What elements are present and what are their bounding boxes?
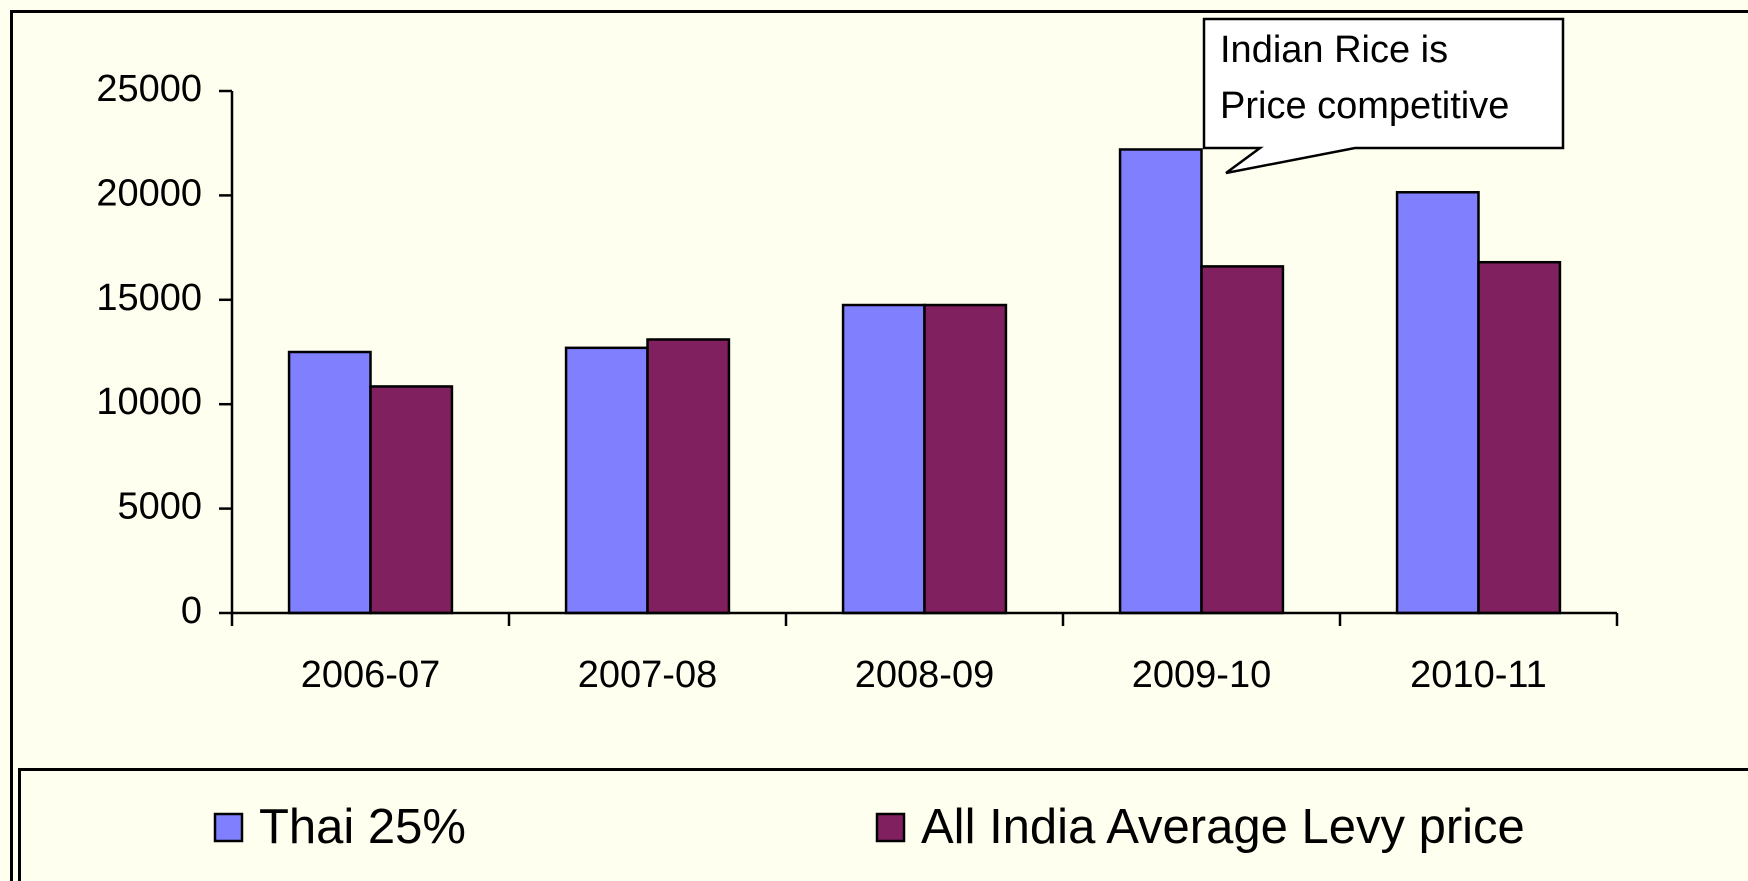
bar: [369, 385, 454, 615]
bar: [1477, 260, 1562, 615]
callout-text: Indian Rice is: [1220, 29, 1448, 71]
chart-frame: [10, 10, 1748, 881]
y-tick-label: 25000: [96, 68, 202, 110]
bar: [1118, 148, 1203, 615]
bar: [287, 350, 372, 615]
bar: [646, 338, 731, 615]
legend-label: Thai 25%: [259, 800, 466, 854]
bar: [923, 303, 1008, 615]
x-tick-label: 2008-09: [855, 654, 994, 696]
bar: [1200, 265, 1285, 615]
callout-box: [1202, 17, 1565, 175]
y-tick-label: 5000: [117, 486, 202, 528]
y-tick-label: 0: [181, 590, 202, 632]
legend-swatch: [875, 812, 906, 843]
legend-swatch: [213, 812, 244, 843]
x-tick-label: 2010-11: [1410, 654, 1547, 696]
y-tick-label: 20000: [96, 172, 202, 214]
x-tick-label: 2007-08: [578, 654, 717, 696]
y-tick-label: 10000: [96, 381, 202, 423]
bar: [1395, 191, 1480, 615]
callout-text: Price competitive: [1220, 85, 1509, 127]
x-tick-label: 2006-07: [301, 654, 440, 696]
y-tick-label: 15000: [96, 277, 202, 319]
x-tick-label: 2009-10: [1132, 654, 1271, 696]
legend-label: All India Average Levy price: [921, 800, 1525, 854]
bar: [564, 346, 649, 615]
bar: [841, 303, 926, 615]
